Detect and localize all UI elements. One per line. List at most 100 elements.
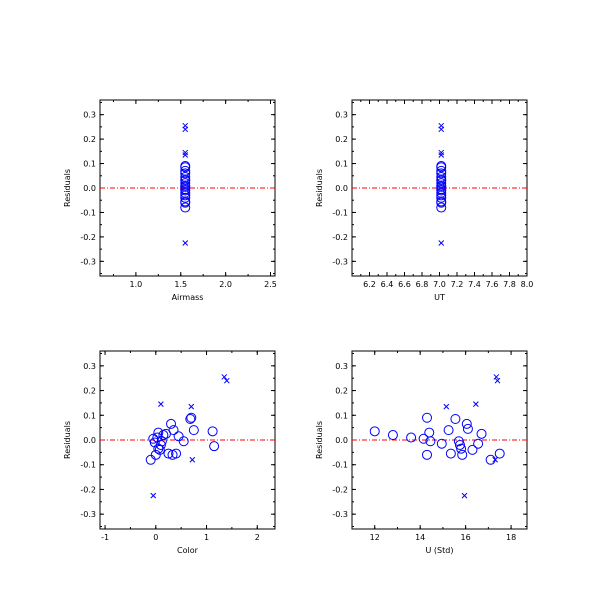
x-tick-label: 0: [153, 533, 158, 542]
x-tick-label: 6.2: [363, 280, 376, 289]
data-point-circle: [436, 185, 447, 196]
x-tick-label: 1: [204, 533, 209, 542]
data-point-cross-stroke: [494, 377, 501, 384]
y-axis-label: Residuals: [315, 421, 324, 459]
data-point-circle: [185, 413, 196, 424]
data-point-cross-stroke: [438, 126, 445, 133]
data-point-cross-stroke: [443, 403, 450, 410]
y-tick-label: 0.1: [335, 411, 348, 420]
data-point-circle: [209, 441, 220, 452]
data-point-cross-stroke: [461, 492, 468, 499]
x-axis-label: Color: [177, 546, 199, 555]
data-point-circle: [485, 454, 496, 465]
data-point-circle: [171, 448, 182, 459]
x-tick-label: 2.0: [219, 280, 232, 289]
x-tick-label: -1: [101, 533, 109, 542]
y-tick-label: -0.1: [80, 461, 96, 470]
data-point-circle: [453, 436, 464, 447]
data-point-circle: [436, 168, 447, 179]
data-point-circle: [180, 197, 191, 208]
x-tick-label: 6.4: [381, 280, 394, 289]
y-tick-label: 0.3: [335, 362, 348, 371]
data-point-circle: [163, 448, 174, 459]
data-point-cross: [188, 403, 195, 410]
x-tick-label: 6.8: [416, 280, 429, 289]
data-point-circle: [436, 202, 447, 213]
y-tick-label: -0.2: [80, 233, 96, 242]
data-point-cross-stroke: [438, 149, 445, 156]
data-point-circle: [207, 426, 218, 437]
y-tick-label: -0.1: [80, 208, 96, 217]
y-tick-label: 0.3: [83, 111, 96, 120]
x-tick-label: 16: [461, 533, 471, 542]
x-axis-label: U (Std): [426, 546, 454, 555]
data-point-circle: [436, 438, 447, 449]
y-tick-label: 0.2: [83, 387, 96, 396]
y-axis-label: Residuals: [63, 421, 72, 459]
data-point-circle: [168, 425, 179, 436]
data-point-circle: [149, 437, 160, 448]
residual-plot-3: -0.3 -0.2 -0.1 0.0 0.1 0.2 0.3 -1 0 1 2 Color Residu…: [63, 350, 276, 555]
data-point-circle: [180, 168, 191, 179]
data-point-circle: [418, 433, 429, 444]
y-tick-label: 0.2: [335, 135, 348, 144]
data-point-circle: [150, 449, 161, 460]
data-point-circle: [436, 178, 447, 189]
data-point-cross-stroke: [473, 401, 479, 408]
data-point-circle: [494, 448, 505, 459]
x-tick-label: 1.5: [174, 280, 187, 289]
x-tick-label: 7.6: [486, 280, 499, 289]
y-tick-label: -0.2: [80, 485, 96, 494]
data-point-circle: [436, 192, 447, 203]
data-point-circle: [457, 449, 468, 460]
data-point-circle: [436, 190, 447, 201]
y-tick-label: -0.1: [332, 461, 348, 470]
data-point-cross-stroke: [189, 456, 196, 463]
data-point-circle: [454, 439, 465, 450]
x-axis-label: Airmass: [172, 293, 204, 302]
data-point-circle: [461, 418, 472, 429]
y-tick-label: 0.0: [335, 436, 348, 445]
data-point-cross-stroke: [182, 149, 189, 156]
x-tick-label: 6.6: [398, 280, 411, 289]
y-tick-label: -0.3: [80, 510, 96, 519]
y-tick-label: 0.0: [83, 436, 96, 445]
data-point-circle: [436, 162, 447, 173]
y-tick-label: -0.2: [332, 485, 348, 494]
y-tick-label: 0.3: [83, 362, 96, 371]
x-tick-label: 7.8: [503, 280, 516, 289]
y-tick-label: -0.2: [332, 233, 348, 242]
data-point-circle: [369, 426, 380, 437]
residual-plot-1: -0.3 -0.2 -0.1 0.0 0.1 0.2 0.3 1.0 1.5 2.0 2.5 Airm…: [63, 99, 277, 302]
data-point-circle: [153, 427, 164, 438]
x-tick-label: 8.0: [521, 280, 534, 289]
x-axis-label: UT: [434, 293, 445, 302]
y-tick-label: 0.2: [335, 387, 348, 396]
data-point-circle: [178, 436, 189, 447]
data-point-circle: [450, 413, 461, 424]
x-tick-label: 7.2: [451, 280, 464, 289]
y-tick-label: 0.2: [83, 135, 96, 144]
data-point-circle: [186, 412, 197, 423]
y-tick-label: 0.1: [83, 411, 96, 420]
y-tick-label: 0.3: [335, 111, 348, 120]
y-tick-label: 0.1: [83, 160, 96, 169]
residual-plot-4: -0.3 -0.2 -0.1 0.0 0.1 0.2 0.3 12 14 16 18 U (Std) R…: [315, 350, 528, 555]
y-tick-label: 0.0: [335, 184, 348, 193]
data-point-cross-stroke: [438, 152, 445, 158]
data-point-cross-stroke: [182, 152, 189, 158]
y-tick-label: -0.1: [332, 208, 348, 217]
data-point-cross: [182, 126, 189, 133]
data-point-circle: [180, 178, 191, 189]
data-point-circle: [422, 412, 432, 423]
data-point-cross-stroke: [182, 126, 189, 133]
data-point-cross: [473, 401, 479, 408]
data-point-circle: [180, 192, 191, 203]
data-point-cross: [223, 377, 230, 384]
x-tick-label: 2.5: [264, 280, 277, 289]
data-point-cross: [182, 149, 189, 156]
data-point-circle: [436, 197, 447, 208]
data-point-cross: [493, 374, 500, 380]
data-point-circle: [406, 432, 417, 443]
